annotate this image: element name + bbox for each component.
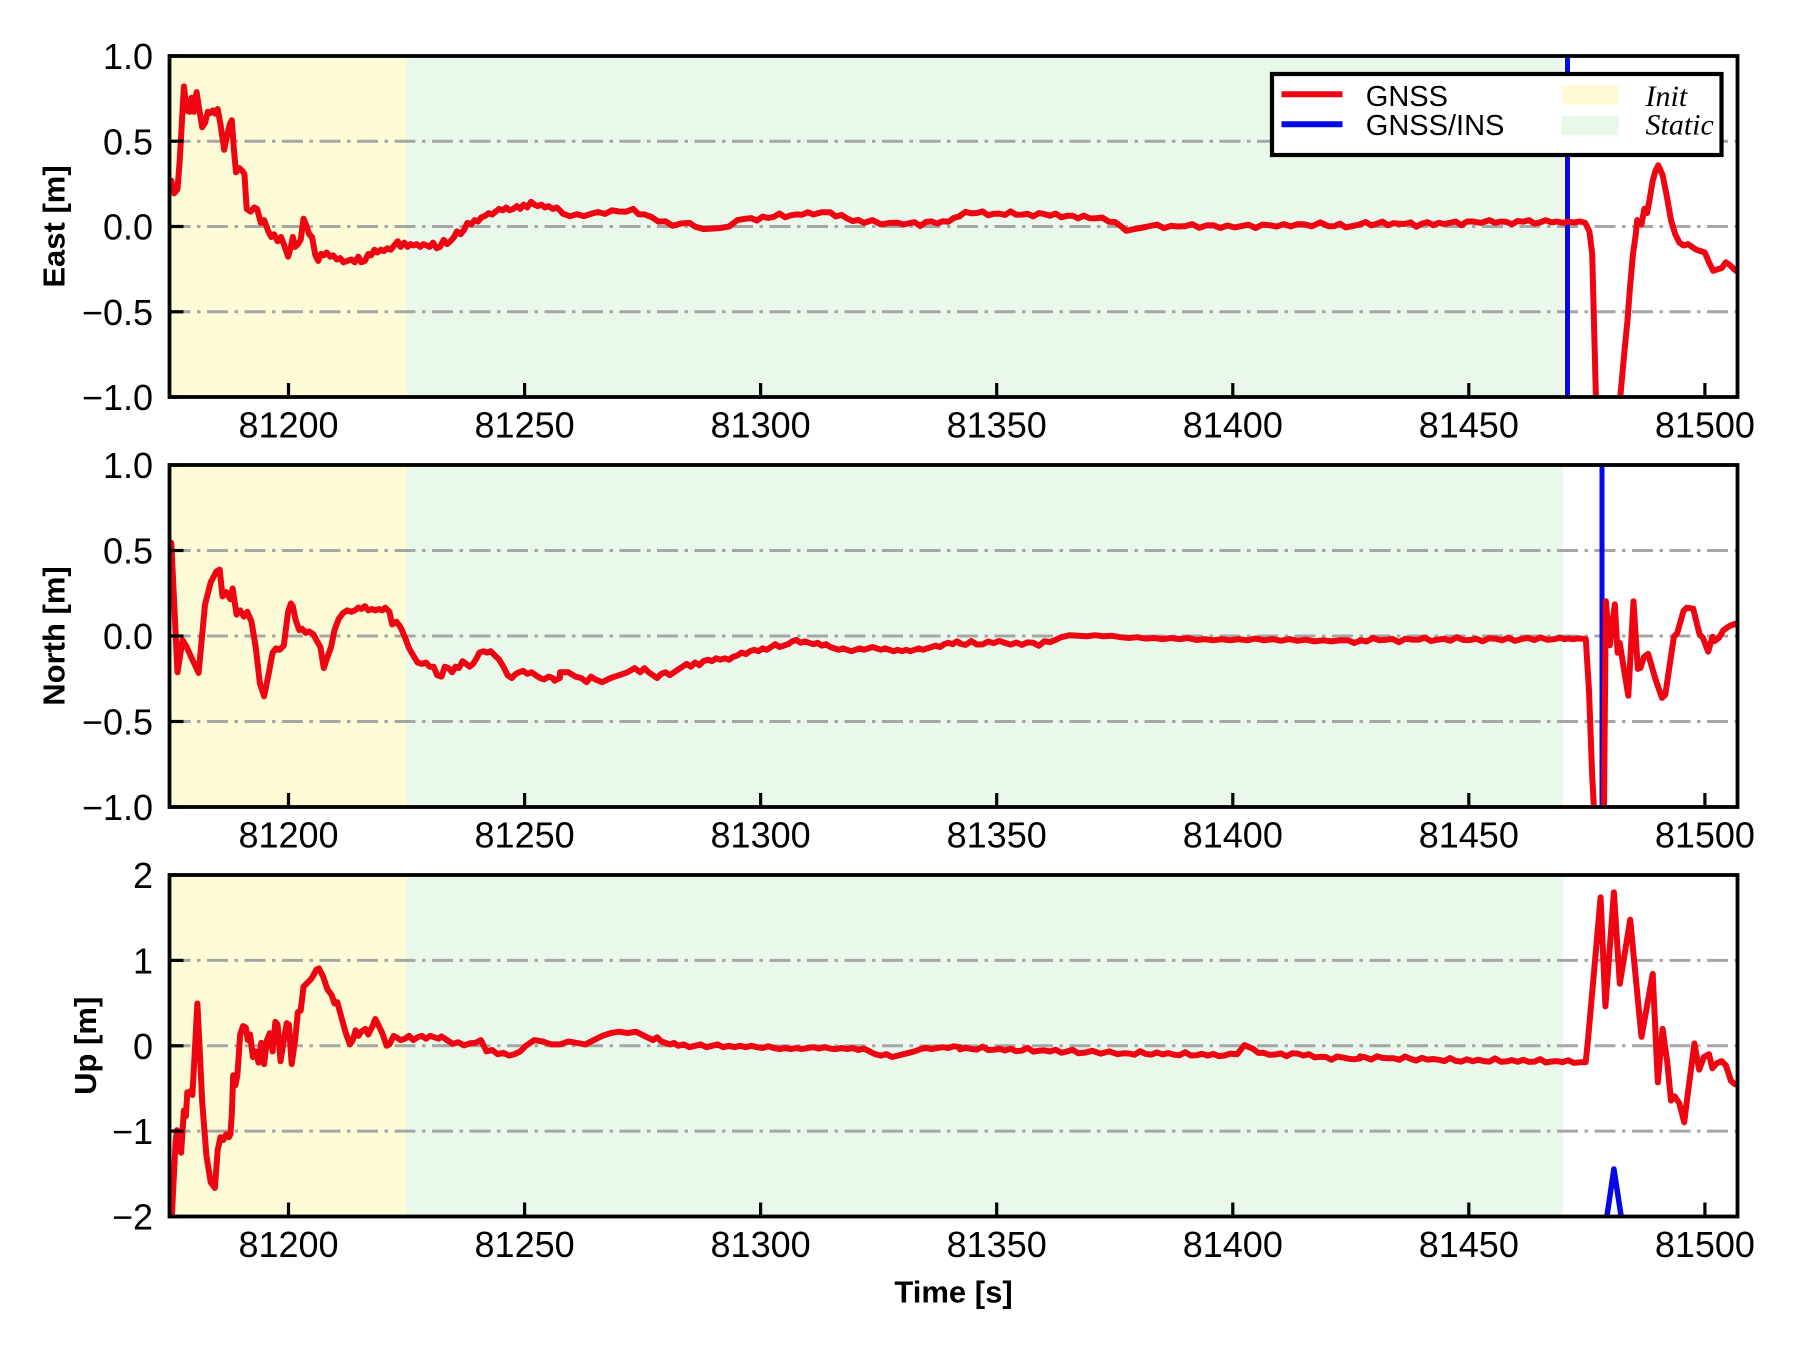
svg-text:81250: 81250 xyxy=(475,1224,575,1265)
svg-text:81400: 81400 xyxy=(1183,1224,1283,1265)
svg-text:81300: 81300 xyxy=(711,405,811,446)
svg-text:0.0: 0.0 xyxy=(103,616,153,657)
svg-text:81200: 81200 xyxy=(238,1224,338,1265)
svg-text:North [m]: North [m] xyxy=(37,566,72,705)
svg-text:Time [s]: Time [s] xyxy=(894,1275,1012,1310)
svg-text:81300: 81300 xyxy=(711,1224,811,1265)
svg-text:81350: 81350 xyxy=(947,1224,1047,1265)
svg-text:81500: 81500 xyxy=(1655,405,1755,446)
svg-text:81300: 81300 xyxy=(711,815,811,856)
svg-text:−1: −1 xyxy=(112,1111,153,1152)
svg-text:81350: 81350 xyxy=(947,815,1047,856)
svg-text:2: 2 xyxy=(133,855,153,896)
svg-text:81450: 81450 xyxy=(1419,1224,1519,1265)
svg-text:0: 0 xyxy=(133,1026,153,1067)
svg-text:1.0: 1.0 xyxy=(103,445,153,486)
svg-text:−1.0: −1.0 xyxy=(82,377,153,418)
svg-text:GNSS/INS: GNSS/INS xyxy=(1366,110,1505,142)
svg-text:81400: 81400 xyxy=(1183,815,1283,856)
svg-text:81500: 81500 xyxy=(1655,1224,1755,1265)
svg-text:Up [m]: Up [m] xyxy=(68,997,103,1095)
svg-text:0.5: 0.5 xyxy=(103,121,153,162)
svg-text:GNSS: GNSS xyxy=(1366,81,1448,113)
svg-text:−0.5: −0.5 xyxy=(82,292,153,333)
svg-text:0.0: 0.0 xyxy=(103,207,153,248)
svg-text:Init: Init xyxy=(1645,80,1688,113)
svg-text:81250: 81250 xyxy=(475,815,575,856)
svg-text:−0.5: −0.5 xyxy=(82,702,153,743)
svg-text:81200: 81200 xyxy=(238,405,338,446)
svg-text:81450: 81450 xyxy=(1419,815,1519,856)
svg-text:81450: 81450 xyxy=(1419,405,1519,446)
svg-text:81400: 81400 xyxy=(1183,405,1283,446)
svg-text:1.0: 1.0 xyxy=(103,36,153,77)
svg-text:81350: 81350 xyxy=(947,405,1047,446)
svg-text:1: 1 xyxy=(133,941,153,982)
svg-text:81250: 81250 xyxy=(475,405,575,446)
svg-text:East [m]: East [m] xyxy=(37,165,72,287)
svg-text:0.5: 0.5 xyxy=(103,531,153,572)
svg-text:−1.0: −1.0 xyxy=(82,787,153,828)
svg-text:−2: −2 xyxy=(112,1197,153,1238)
svg-text:Static: Static xyxy=(1646,109,1714,142)
svg-text:81200: 81200 xyxy=(238,815,338,856)
svg-text:81500: 81500 xyxy=(1655,815,1755,856)
